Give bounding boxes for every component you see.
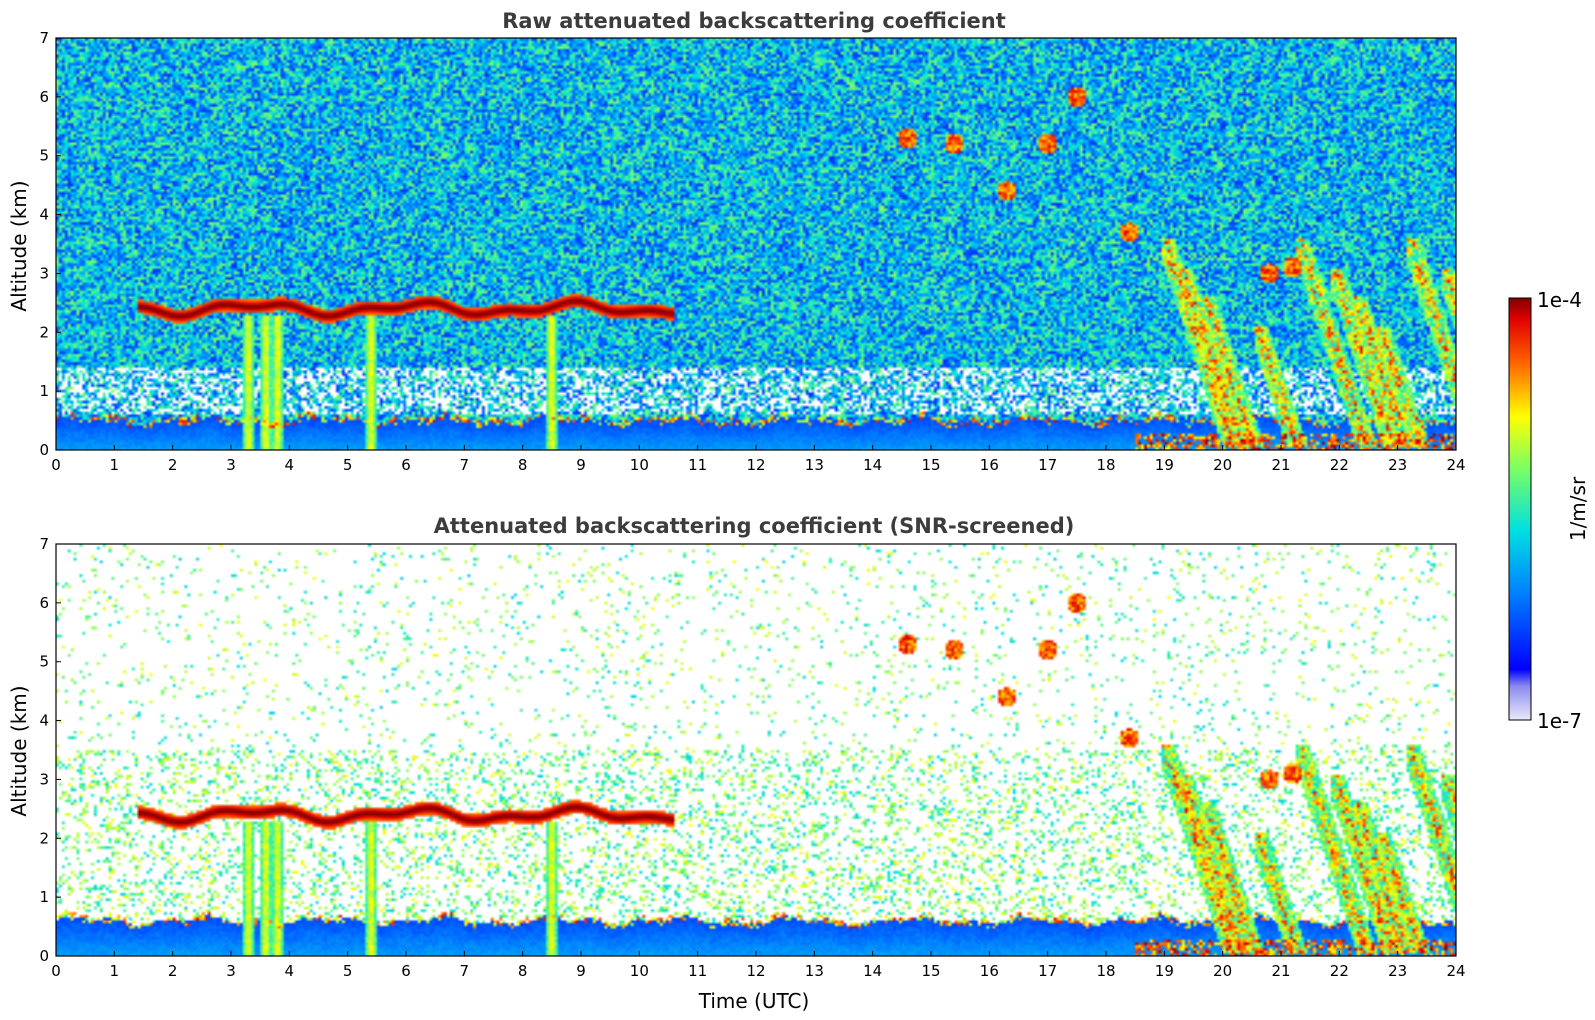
y-tick-label: 7 bbox=[39, 29, 49, 47]
y-tick-label: 7 bbox=[39, 535, 49, 553]
colorbar-min-label: 1e-7 bbox=[1537, 709, 1582, 733]
panel-screened-xlabel: Time (UTC) bbox=[698, 989, 810, 1013]
panel-screened-ylabel: Altitude (km) bbox=[7, 685, 31, 816]
x-tick-label: 1 bbox=[110, 962, 120, 980]
x-tick-label: 9 bbox=[576, 962, 586, 980]
x-tick-label: 14 bbox=[863, 456, 882, 474]
x-tick-label: 15 bbox=[921, 962, 940, 980]
x-tick-label: 21 bbox=[1271, 456, 1290, 474]
y-tick-label: 0 bbox=[39, 441, 49, 459]
x-tick-label: 19 bbox=[1155, 456, 1174, 474]
y-tick-label: 0 bbox=[39, 947, 49, 965]
x-tick-label: 24 bbox=[1446, 962, 1465, 980]
x-tick-label: 22 bbox=[1330, 456, 1349, 474]
x-tick-label: 5 bbox=[343, 456, 353, 474]
panel-raw: Raw attenuated backscattering coefficien… bbox=[7, 9, 1466, 474]
x-tick-label: 18 bbox=[1096, 456, 1115, 474]
x-tick-label: 12 bbox=[746, 456, 765, 474]
x-tick-label: 16 bbox=[980, 962, 999, 980]
x-tick-label: 7 bbox=[460, 962, 470, 980]
x-tick-label: 23 bbox=[1388, 962, 1407, 980]
x-tick-label: 13 bbox=[805, 962, 824, 980]
x-tick-label: 3 bbox=[226, 456, 236, 474]
y-tick-label: 5 bbox=[39, 653, 49, 671]
x-tick-label: 17 bbox=[1038, 456, 1057, 474]
y-tick-label: 3 bbox=[39, 264, 49, 282]
panel-screened-title: Attenuated backscattering coefficient (S… bbox=[434, 514, 1075, 538]
x-tick-label: 0 bbox=[51, 456, 61, 474]
y-tick-label: 3 bbox=[39, 770, 49, 788]
panel-screened-plot: 0 1 2 3 4 5 6 7 8 9 10 11 12 13 14 15 16 17 18 19 20 21 22 23 24… bbox=[39, 535, 1465, 980]
heatmap-cells bbox=[56, 38, 1456, 450]
y-tick-label: 6 bbox=[39, 88, 49, 106]
x-tick-label: 17 bbox=[1038, 962, 1057, 980]
panel-screened: Attenuated backscattering coefficient (S… bbox=[7, 514, 1466, 1013]
x-tick-label: 12 bbox=[746, 962, 765, 980]
x-tick-label: 22 bbox=[1330, 962, 1349, 980]
panel-raw-title: Raw attenuated backscattering coefficien… bbox=[502, 9, 1006, 33]
x-tick-label: 18 bbox=[1096, 962, 1115, 980]
x-tick-label: 3 bbox=[226, 962, 236, 980]
x-tick-label: 11 bbox=[688, 456, 707, 474]
x-tick-label: 10 bbox=[630, 456, 649, 474]
x-tick-label: 4 bbox=[285, 456, 295, 474]
heatmap-cells bbox=[56, 544, 1456, 956]
panel-raw-ylabel: Altitude (km) bbox=[7, 180, 31, 311]
x-tick-label: 6 bbox=[401, 962, 411, 980]
x-tick-label: 1 bbox=[110, 456, 120, 474]
y-tick-label: 1 bbox=[39, 382, 49, 400]
x-tick-label: 4 bbox=[285, 962, 295, 980]
x-tick-label: 7 bbox=[460, 456, 470, 474]
x-tick-label: 23 bbox=[1388, 456, 1407, 474]
y-tick-label: 4 bbox=[39, 712, 49, 730]
panel-raw-plot: 0 1 2 3 4 5 6 7 8 9 10 11 12 13 14 15 16 17 18 19 20 21 22 23 24… bbox=[39, 29, 1465, 474]
x-tick-label: 2 bbox=[168, 456, 178, 474]
x-tick-label: 15 bbox=[921, 456, 940, 474]
x-tick-label: 24 bbox=[1446, 456, 1465, 474]
colorbar: 1e-4 1e-7 1/m/sr bbox=[1508, 288, 1590, 733]
x-tick-label: 5 bbox=[343, 962, 353, 980]
x-tick-label: 19 bbox=[1155, 962, 1174, 980]
y-tick-label: 1 bbox=[39, 888, 49, 906]
y-tick-label: 2 bbox=[39, 829, 49, 847]
x-tick-label: 20 bbox=[1213, 456, 1232, 474]
x-tick-label: 16 bbox=[980, 456, 999, 474]
x-tick-label: 9 bbox=[576, 456, 586, 474]
x-tick-label: 2 bbox=[168, 962, 178, 980]
x-tick-label: 6 bbox=[401, 456, 411, 474]
y-tick-label: 6 bbox=[39, 594, 49, 612]
y-tick-label: 5 bbox=[39, 147, 49, 165]
x-tick-label: 14 bbox=[863, 962, 882, 980]
x-tick-label: 13 bbox=[805, 456, 824, 474]
x-tick-label: 0 bbox=[51, 962, 61, 980]
x-tick-label: 20 bbox=[1213, 962, 1232, 980]
x-tick-label: 11 bbox=[688, 962, 707, 980]
y-tick-label: 2 bbox=[39, 323, 49, 341]
x-tick-label: 10 bbox=[630, 962, 649, 980]
colorbar-max-label: 1e-4 bbox=[1537, 288, 1582, 312]
colorbar-unit-label: 1/m/sr bbox=[1566, 476, 1590, 541]
x-tick-label: 21 bbox=[1271, 962, 1290, 980]
colorbar-gradient bbox=[1508, 297, 1532, 721]
y-tick-label: 4 bbox=[39, 206, 49, 224]
x-tick-label: 8 bbox=[518, 962, 528, 980]
x-tick-label: 8 bbox=[518, 456, 528, 474]
